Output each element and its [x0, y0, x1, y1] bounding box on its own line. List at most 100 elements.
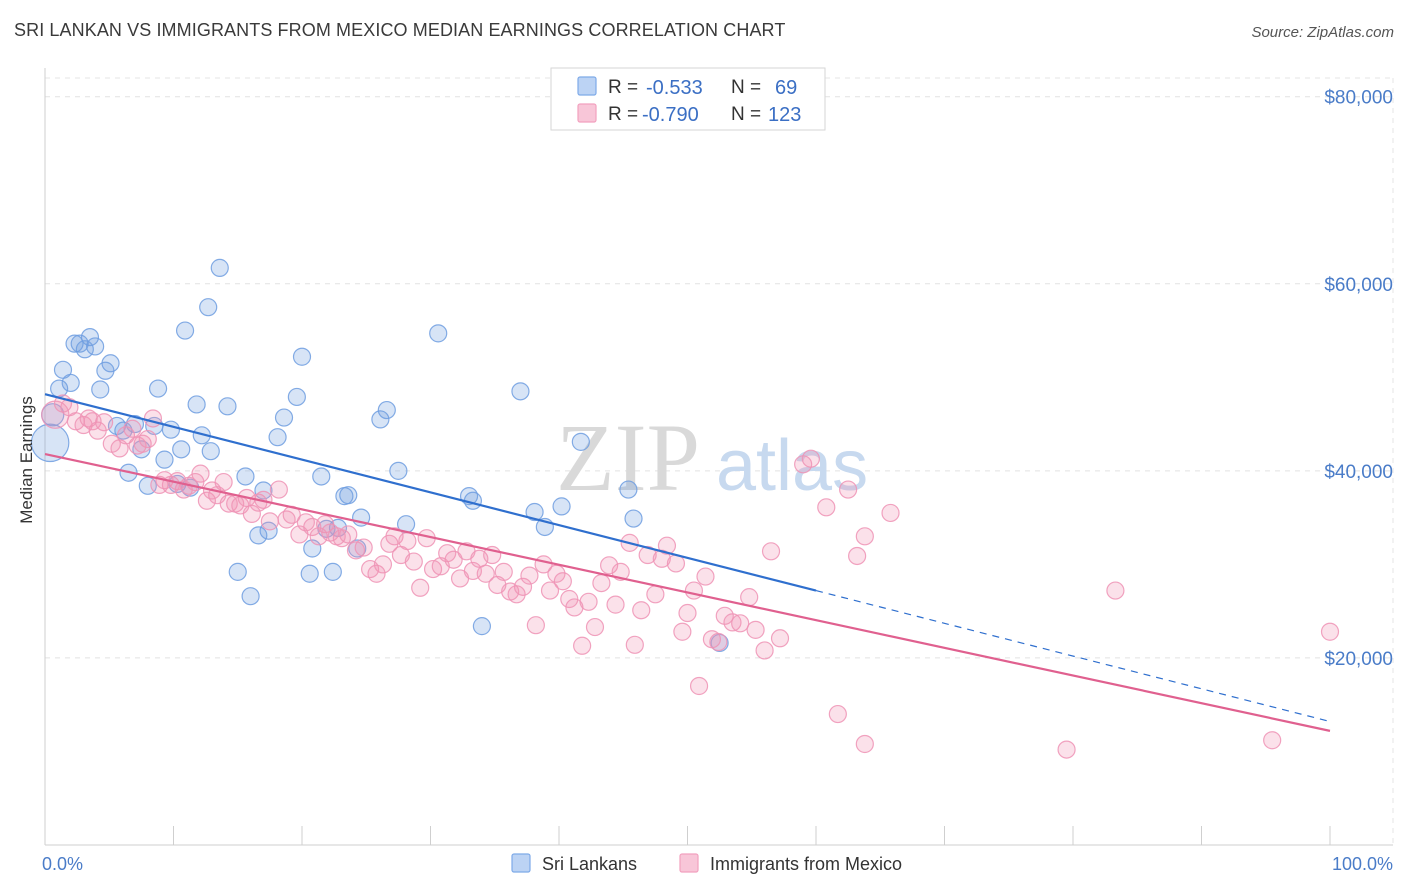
- point-sri-lankans-34: [236, 467, 255, 486]
- trend-lines: [44, 393, 1331, 732]
- point-mexico-123: [1057, 740, 1076, 759]
- bottom-legend-swatch-mexico: [679, 853, 699, 873]
- point-mexico-77: [526, 616, 545, 635]
- point-mexico-112: [761, 542, 781, 561]
- point-mexico-8: [95, 413, 114, 432]
- legend-swatch-sri-lankans: [577, 76, 597, 96]
- point-mexico-57: [398, 531, 417, 551]
- point-sri-lankans-40: [274, 408, 294, 427]
- axes: [44, 68, 1393, 846]
- point-mexico-12: [123, 419, 142, 438]
- point-mexico-15: [138, 429, 157, 449]
- point-sri-lankans-29: [199, 298, 218, 317]
- point-sri-lankans-27: [187, 395, 206, 414]
- point-mexico-24: [191, 464, 210, 483]
- point-sri-lankans-8: [80, 327, 100, 347]
- point-sri-lankans-38: [259, 521, 278, 540]
- point-mexico-59: [411, 578, 430, 597]
- legend-r-label-1: R =: [608, 77, 638, 98]
- point-sri-lankans-45: [312, 467, 331, 486]
- point-mexico-79: [540, 581, 560, 600]
- point-mexico-89: [606, 595, 625, 614]
- point-mexico-37: [269, 480, 288, 499]
- y-tick-label-3: $80,000: [1324, 88, 1393, 109]
- point-sri-lankans-21: [155, 450, 174, 469]
- legend-n-value-1: 69: [775, 77, 797, 99]
- point-mexico-52: [367, 564, 386, 583]
- bottom-legend-label-mexico: Immigrants from Mexico: [710, 854, 902, 874]
- point-sri-lankans-67: [624, 509, 643, 528]
- point-mexico-36: [260, 512, 279, 531]
- point-sri-lankans-54: [377, 400, 396, 420]
- point-mexico-72: [494, 562, 513, 581]
- point-sri-lankans-39: [268, 428, 287, 447]
- point-mexico-116: [817, 498, 836, 517]
- legend-n-label-1: N =: [731, 77, 761, 98]
- point-sri-lankans-61: [511, 382, 530, 401]
- point-sri-lankans-42: [292, 347, 312, 366]
- legend-n-value-2: 123: [768, 104, 801, 126]
- bottom-legend-label-sri-lankans: Sri Lankans: [542, 854, 637, 874]
- point-sri-lankans-5: [65, 334, 84, 353]
- legend-n-label-2: N =: [731, 104, 761, 125]
- point-mexico-63: [438, 544, 457, 563]
- point-sri-lankans-65: [571, 432, 590, 451]
- point-mexico-53: [373, 555, 393, 574]
- point-mexico-120: [855, 734, 874, 754]
- point-sri-lankans-36: [249, 526, 268, 545]
- watermark: ZIP atlas: [556, 404, 868, 511]
- point-mexico-101: [684, 581, 704, 600]
- point-sri-lankans-50: [339, 486, 358, 505]
- point-mexico-29: [219, 494, 238, 513]
- point-mexico-113: [770, 629, 790, 648]
- point-mexico-121: [855, 527, 874, 546]
- point-mexico-16: [143, 409, 163, 428]
- point-mexico-117: [828, 704, 847, 724]
- point-sri-lankans-6: [70, 334, 89, 353]
- y-tick-labels: $20,000 $40,000 $60,000 $80,000: [1324, 88, 1393, 670]
- point-sri-lankans-55: [389, 461, 408, 480]
- trend-line-mexico: [44, 452, 1331, 732]
- x-tick-label-max: 100.0%: [1332, 854, 1393, 874]
- point-mexico-93: [632, 601, 651, 620]
- legend-r-label-2: R =: [608, 104, 638, 125]
- point-sri-lankans-12: [101, 354, 120, 373]
- point-sri-lankans-62: [525, 502, 544, 522]
- point-sri-lankans-0: [30, 423, 70, 463]
- point-sri-lankans-43: [300, 564, 319, 583]
- point-sri-lankans-32: [218, 397, 237, 416]
- point-sri-lankans-30: [201, 442, 220, 461]
- point-mexico-76: [520, 566, 539, 585]
- point-mexico-86: [585, 617, 605, 637]
- point-mexico-11: [116, 426, 136, 445]
- point-sri-lankans-64: [552, 497, 571, 516]
- bottom-legend-swatch-sri-lankans: [511, 853, 531, 873]
- y-tick-label-1: $40,000: [1324, 462, 1393, 483]
- point-mexico-109: [740, 588, 759, 607]
- point-sri-lankans-25: [175, 321, 195, 340]
- point-sri-lankans-47: [323, 562, 342, 581]
- point-mexico-74: [507, 585, 526, 604]
- grid-lines: [45, 77, 1394, 845]
- point-mexico-88: [600, 556, 619, 575]
- point-sri-lankans-10: [91, 380, 110, 399]
- point-mexico-99: [673, 622, 692, 641]
- point-mexico-124: [1106, 581, 1125, 600]
- point-mexico-94: [638, 545, 657, 565]
- legend: R = -0.533 N = 69 R = -0.790 N = 123: [550, 67, 826, 131]
- chart-title: SRI LANKAN VS IMMIGRANTS FROM MEXICO MED…: [14, 20, 786, 40]
- point-mexico-84: [573, 636, 592, 655]
- legend-r-value-1: -0.533: [646, 77, 703, 99]
- point-mexico-97: [657, 536, 677, 555]
- point-mexico-105: [709, 632, 728, 652]
- watermark-atlas: atlas: [716, 426, 868, 506]
- y-axis-label: Median Earnings: [17, 396, 36, 524]
- point-mexico-111: [755, 641, 774, 660]
- point-sri-lankans-33: [228, 562, 247, 581]
- point-mexico-33: [242, 504, 261, 523]
- point-mexico-108: [731, 614, 750, 633]
- point-mexico-115: [801, 449, 820, 468]
- point-mexico-102: [689, 676, 709, 696]
- legend-r-value-2: -0.790: [642, 104, 699, 126]
